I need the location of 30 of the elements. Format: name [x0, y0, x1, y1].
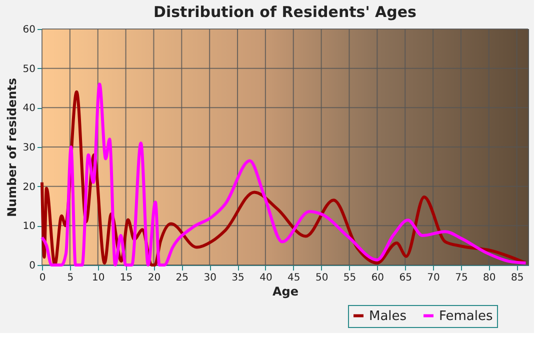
y-tick-label: 0 [29, 260, 36, 272]
x-tick-label: 10 [92, 272, 105, 284]
x-tick-label: 75 [455, 272, 468, 284]
x-tick-label: 25 [176, 272, 189, 284]
x-tick-label: 30 [204, 272, 216, 284]
x-tick-label: 65 [399, 272, 412, 284]
y-tick-label: 20 [22, 182, 36, 193]
legend-label: Males [369, 308, 407, 324]
y-tick-label: 60 [22, 24, 36, 36]
x-tick-label: 0 [39, 272, 46, 284]
y-tick-label: 10 [22, 221, 36, 232]
x-tick-label: 5 [67, 272, 74, 284]
x-tick-label: 40 [260, 272, 272, 284]
x-tick-label: 85 [510, 272, 524, 284]
chart-title: Distribution of Residents' Ages [154, 3, 417, 21]
y-tick-label: 50 [22, 64, 36, 75]
x-tick-label: 20 [148, 272, 161, 284]
x-tick-label: 60 [371, 272, 384, 284]
x-tick-label: 55 [343, 272, 356, 284]
x-axis-title: Age [272, 284, 299, 298]
x-tick-label: 35 [232, 272, 244, 284]
x-tick-label: 80 [483, 272, 496, 284]
x-tick-label: 70 [427, 272, 440, 284]
legend-label: Females [439, 308, 494, 324]
x-tick-label: 50 [315, 272, 328, 284]
x-tick-label: 15 [120, 272, 133, 284]
y-tick-label: 30 [22, 142, 36, 154]
x-tick-label: 45 [288, 272, 300, 284]
y-axis-title: Number of residents [4, 78, 19, 218]
y-tick-label: 40 [22, 103, 36, 114]
